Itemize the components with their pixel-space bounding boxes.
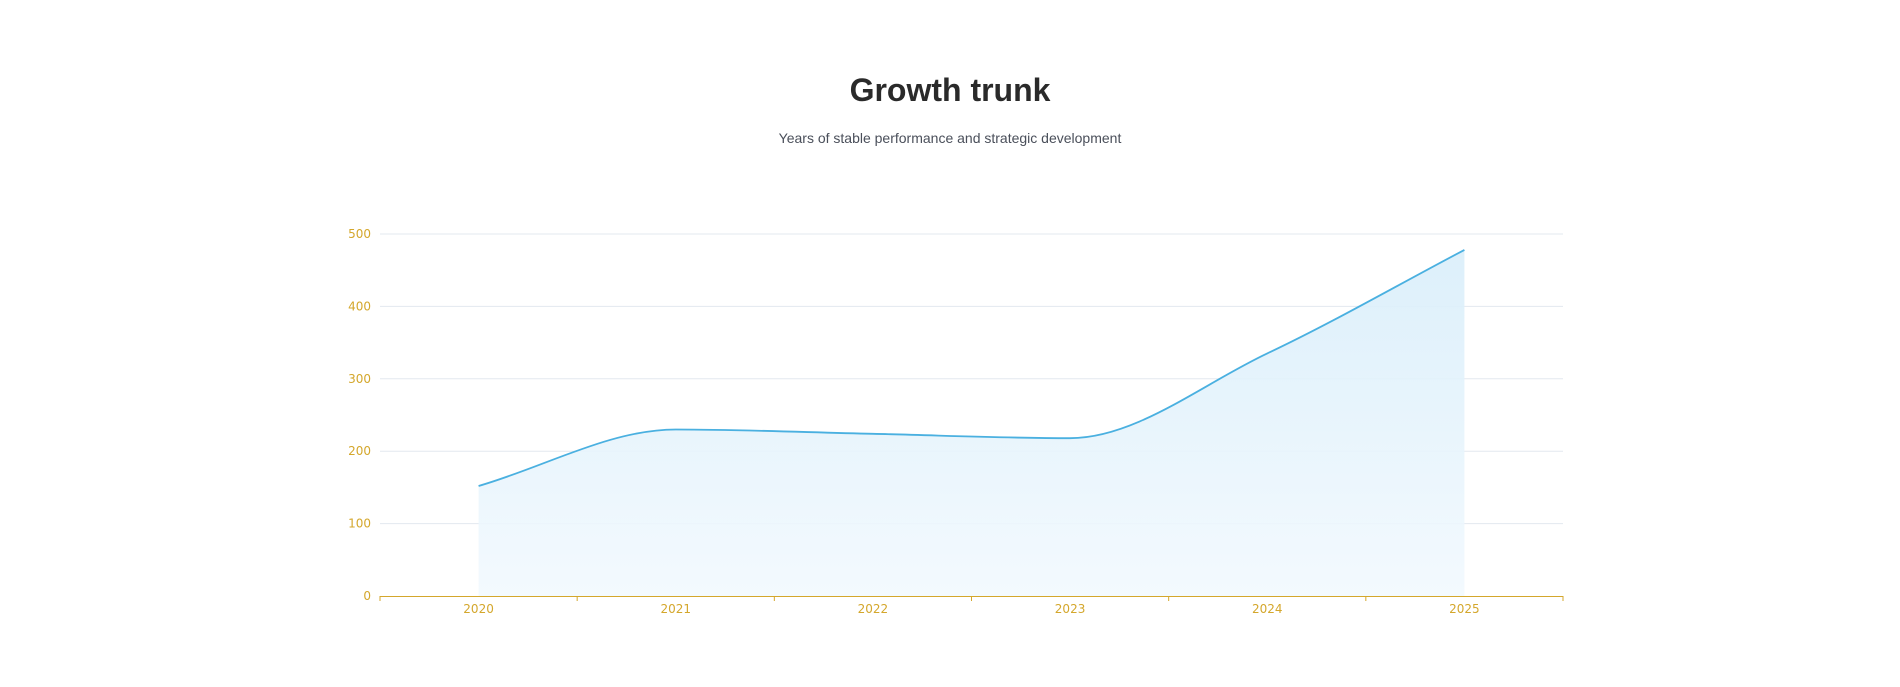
x-tick-label: 2020 [463,602,494,616]
series-line-layer [478,249,1465,487]
x-axis [379,596,1564,601]
series-line [478,249,1465,487]
x-tick-label: 2023 [1055,602,1086,616]
y-tick-label: 300 [348,372,371,386]
y-tick-label: 100 [348,517,371,531]
area-fill-layer [478,249,1465,597]
y-axis-tick-labels: 0 100 200 300 400 500 [348,227,371,603]
x-tick-label: 2025 [1449,602,1480,616]
x-tick-label: 2024 [1252,602,1283,616]
x-tick-label: 2022 [858,602,889,616]
series-area-fill [478,249,1465,597]
y-tick-label: 400 [348,299,371,313]
y-tick-label: 200 [348,444,371,458]
chart-title: Growth trunk [849,72,1051,108]
y-tick-label: 500 [348,227,371,241]
chart-subtitle: Years of stable performance and strategi… [778,130,1122,146]
x-tick-label: 2021 [660,602,691,616]
x-axis-tick-labels: 2020 2021 2022 2023 2024 2025 [463,602,1479,616]
y-tick-label: 0 [363,589,371,603]
